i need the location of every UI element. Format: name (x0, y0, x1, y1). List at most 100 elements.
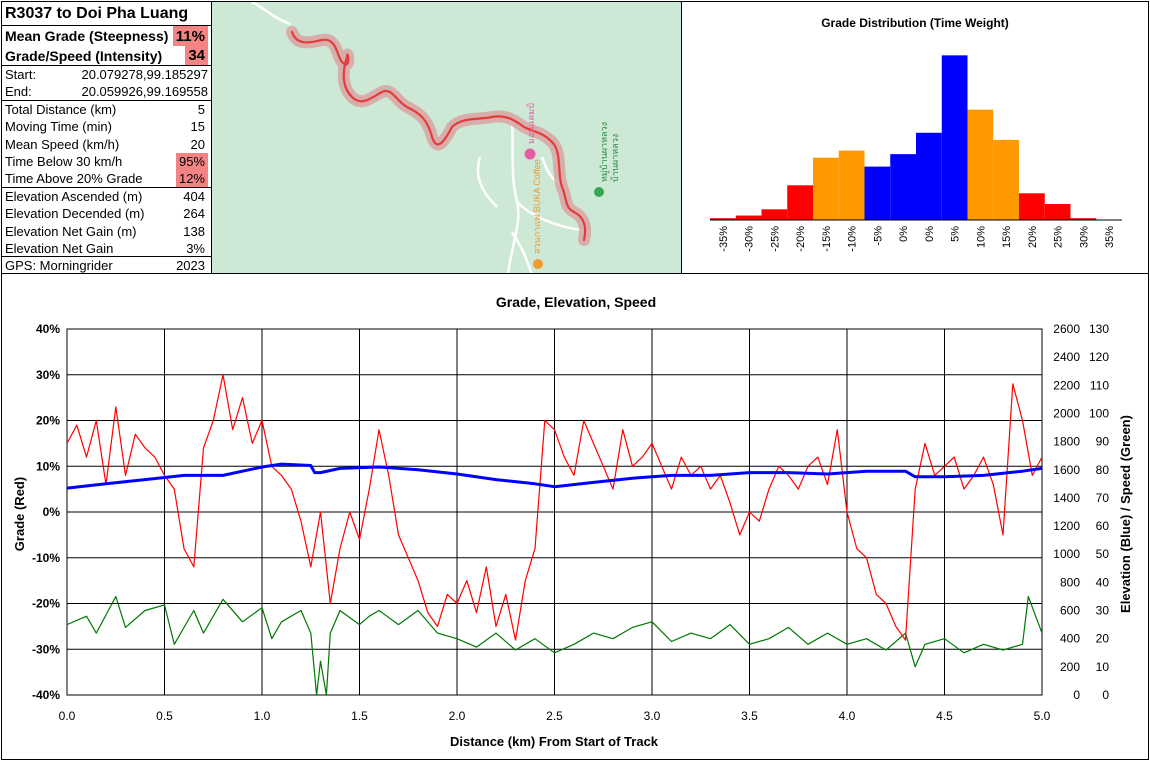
stat-label: Elevation Net Gain (5, 240, 114, 256)
histogram-x-tick-label: 0% (924, 226, 936, 242)
stat-value: 3% (186, 240, 205, 256)
stat-value: 15 (190, 119, 205, 135)
end-value: 20.059926,99.169558 (81, 84, 208, 100)
x-tick-label: 1.0 (254, 709, 271, 723)
histogram-bar (1070, 218, 1097, 220)
speed-tick-label: 60 (1096, 519, 1110, 533)
stat-value: 404 (183, 188, 205, 204)
map-road-branch (516, 201, 583, 232)
gps-label: GPS: Morningrider (5, 258, 113, 274)
map-road-west (476, 156, 498, 208)
histogram-bar (787, 185, 813, 220)
left-y-tick-label: 20% (36, 414, 60, 428)
x-tick-label: 1.5 (351, 709, 368, 723)
map-roads (251, 2, 583, 273)
elevation-tick-label: 2600 (1053, 322, 1080, 336)
stat-row: Elevation Net Gain (m) 138 (2, 223, 211, 240)
elevation-tick-label: 400 (1060, 632, 1080, 646)
stat-value: 95% (175, 152, 208, 171)
poi-pin-coffee-icon (533, 259, 543, 269)
histogram-x-tick-label: -25% (769, 226, 781, 252)
x-tick-label: 3.5 (741, 709, 758, 723)
gps-value: 2023 (176, 258, 205, 274)
poi1-label: มอนแคมป์ (525, 103, 536, 144)
stat-row: Elevation Net Gain 3% (2, 240, 211, 258)
elevation-series-line (67, 462, 1042, 490)
speed-tick-label: 10 (1096, 660, 1110, 674)
main-chart-series (67, 374, 1042, 695)
stat-row: Elevation Ascended (m) 404 (2, 188, 211, 205)
histogram-title: Grade Distribution (Time Weight) (821, 16, 1009, 30)
left-y-tick-label: 40% (36, 322, 60, 336)
histogram-x-tick-label: -35% (718, 226, 730, 252)
track-line (290, 30, 587, 242)
histogram-bar (735, 215, 762, 220)
end-label: End: (5, 84, 32, 100)
stat-row: Mean Speed (km/h) 20 (2, 136, 211, 153)
speed-tick-label: 100 (1089, 406, 1109, 420)
stat-value: 5 (197, 101, 205, 117)
main-chart-ticks: 0.0 0.5 1.0 1.5 2.0 2.5 3.0 3.5 4.0 4.5 5.0 40% 30% 2… (32, 322, 1109, 723)
elevation-tick-label: 600 (1060, 604, 1080, 618)
left-y-tick-label: -10% (32, 551, 60, 565)
histogram-bars (710, 55, 1097, 220)
histogram-bar (864, 166, 891, 220)
elevation-tick-label: 800 (1060, 575, 1080, 589)
left-y-tick-label: 30% (36, 368, 60, 382)
speed-series-line (67, 595, 1042, 695)
histogram-bar (761, 209, 788, 220)
histogram-bar (1044, 203, 1071, 220)
histogram-x-tick-label: 25% (1053, 226, 1065, 248)
histogram-x-tick-label: 10% (975, 226, 987, 248)
x-tick-label: 3.0 (644, 709, 661, 723)
elevation-tick-label: 1600 (1053, 463, 1080, 477)
mean-grade-label: Mean Grade (Steepness) (5, 28, 169, 44)
x-tick-label: 2.0 (449, 709, 466, 723)
histogram-bar (710, 218, 736, 220)
speed-tick-label: 120 (1089, 350, 1109, 364)
gps-row: GPS: Morningrider 2023 (2, 257, 211, 274)
speed-tick-label: 70 (1096, 491, 1110, 505)
grade-series-line (67, 374, 1042, 641)
elevation-tick-label: 2400 (1053, 350, 1080, 364)
stat-label: Mean Speed (km/h) (5, 136, 120, 152)
route-map[interactable]: มอนแคมป์ สวนกาแฟ BUKA Coffee หมู่บ้านผาห… (212, 1, 682, 274)
elevation-tick-label: 200 (1060, 660, 1080, 674)
x-tick-label: 2.5 (546, 709, 563, 723)
grade-speed-row: Grade/Speed (Intensity) 34 (2, 46, 211, 66)
elevation-tick-label: 2000 (1053, 406, 1080, 420)
poi-buka-coffee[interactable]: สวนกาแฟ BUKA Coffee (532, 159, 543, 269)
stat-label: Elevation Decended (m) (5, 206, 145, 222)
histogram-x-tick-label: 0% (898, 226, 910, 242)
poi-pha-luang[interactable]: หมู่บ้านผาหลวง บ้านผาหลวง (594, 122, 620, 197)
stat-label: Moving Time (min) (5, 119, 112, 135)
histogram-x-tick-label: -5% (872, 226, 884, 246)
elevation-tick-label: 1400 (1053, 491, 1080, 505)
histogram-bar (967, 109, 994, 220)
map-canvas: มอนแคมป์ สวนกาแฟ BUKA Coffee หมู่บ้านผาห… (251, 2, 620, 273)
left-y-tick-label: 0% (43, 505, 61, 519)
poi4-label: บ้านผาหลวง (610, 134, 620, 182)
track-title: R3037 to Doi Pha Luang (5, 4, 189, 22)
x-axis-label: Distance (km) From Start of Track (450, 734, 659, 749)
histogram-x-tick-label: -10% (847, 226, 859, 252)
histogram-x-tick-label: 20% (1027, 226, 1039, 248)
histogram-x-tick-label: 15% (1001, 226, 1013, 248)
end-row: End: 20.059926,99.169558 (2, 83, 211, 101)
stat-value: 12% (175, 170, 208, 187)
stat-row: Total Distance (km) 5 (2, 101, 211, 118)
main-chart-title: Grade, Elevation, Speed (496, 294, 656, 310)
histogram-bar (941, 55, 968, 220)
stat-label: Time Above 20% Grade (5, 171, 143, 187)
left-y-tick-label: 10% (36, 459, 60, 473)
speed-tick-label: 0 (1102, 688, 1109, 702)
poi-monkamp[interactable]: มอนแคมป์ (524, 103, 537, 160)
histogram-bar (1019, 193, 1045, 220)
histogram-bar (890, 154, 916, 220)
x-tick-label: 4.0 (839, 709, 856, 723)
stat-value: 138 (183, 223, 205, 239)
stat-label: Time Below 30 km/h (5, 154, 123, 170)
mean-grade-row: Mean Grade (Steepness) 11% (2, 26, 211, 46)
stat-label: Elevation Net Gain (m) (5, 223, 137, 239)
elevation-tick-label: 1200 (1053, 519, 1080, 533)
